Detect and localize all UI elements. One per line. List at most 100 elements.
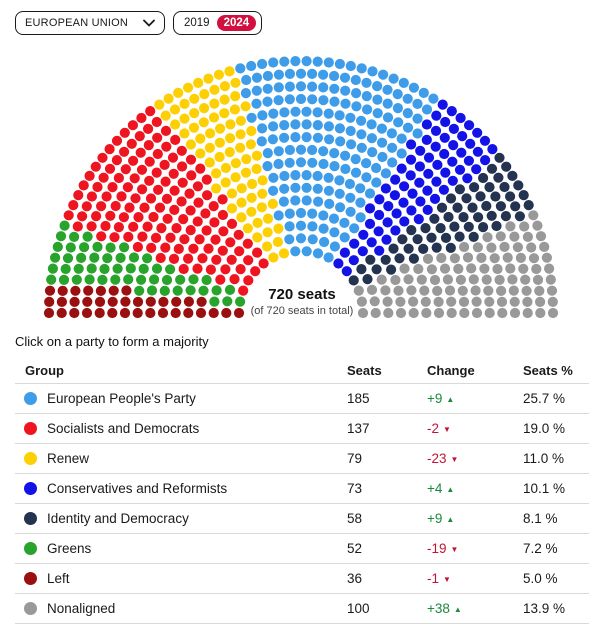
seat-dot[interactable] <box>225 237 236 248</box>
seat-dot[interactable] <box>189 108 200 119</box>
seat-dot[interactable] <box>220 264 231 275</box>
seat-dot[interactable] <box>334 110 345 121</box>
seat-dot[interactable] <box>203 73 214 84</box>
seat-dot[interactable] <box>137 184 148 195</box>
seat-dot[interactable] <box>390 274 401 286</box>
seat-dot[interactable] <box>340 150 351 161</box>
seat-dot[interactable] <box>83 285 94 296</box>
seat-dot[interactable] <box>149 274 160 285</box>
seat-dot[interactable] <box>301 56 312 67</box>
seat-dot[interactable] <box>116 191 127 202</box>
seat-dot[interactable] <box>262 70 273 82</box>
seat-dot[interactable] <box>170 119 181 130</box>
seat-dot[interactable] <box>193 197 204 208</box>
seat-dot[interactable] <box>143 140 154 151</box>
seat-dot[interactable] <box>361 91 372 102</box>
seat-dot[interactable] <box>246 125 257 137</box>
seat-dot[interactable] <box>94 296 106 307</box>
seat-dot[interactable] <box>318 82 329 93</box>
seat-dot[interactable] <box>392 89 403 100</box>
seat-dot[interactable] <box>112 263 123 274</box>
seat-dot[interactable] <box>472 127 483 138</box>
seat-dot[interactable] <box>412 128 423 139</box>
seat-dot[interactable] <box>486 210 497 221</box>
seat-dot[interactable] <box>94 307 105 319</box>
seat-dot[interactable] <box>349 238 360 249</box>
seat-dot[interactable] <box>185 154 197 165</box>
table-row[interactable]: Socialists and Democrats 137 -2 ▼ 19.0 % <box>15 414 589 444</box>
seat-dot[interactable] <box>534 285 545 296</box>
seat-dot[interactable] <box>167 152 179 163</box>
seat-dot[interactable] <box>350 167 362 178</box>
seat-dot[interactable] <box>154 202 166 213</box>
seat-dot[interactable] <box>145 106 156 117</box>
seat-dot[interactable] <box>84 170 95 181</box>
seat-dot[interactable] <box>344 178 355 190</box>
seat-dot[interactable] <box>130 193 141 204</box>
seat-dot[interactable] <box>522 307 533 319</box>
seat-dot[interactable] <box>148 211 159 223</box>
year-2024-button[interactable]: 2024 <box>216 15 257 31</box>
seat-dot[interactable] <box>126 138 137 149</box>
seat-dot[interactable] <box>295 220 307 231</box>
seat-dot[interactable] <box>502 252 513 263</box>
seat-dot[interactable] <box>169 204 180 215</box>
seat-dot[interactable] <box>393 285 404 296</box>
seat-dot[interactable] <box>412 113 423 124</box>
seat-dot[interactable] <box>122 182 133 193</box>
seat-dot[interactable] <box>176 145 187 156</box>
seat-dot[interactable] <box>358 229 369 240</box>
seat-dot[interactable] <box>356 296 367 307</box>
seat-dot[interactable] <box>426 232 437 243</box>
seat-dot[interactable] <box>273 82 284 93</box>
seat-dot[interactable] <box>364 218 376 229</box>
seat-dot[interactable] <box>452 202 463 213</box>
seat-dot[interactable] <box>481 200 492 212</box>
seat-dot[interactable] <box>235 264 246 275</box>
seat-dot[interactable] <box>421 307 432 319</box>
seat-dot[interactable] <box>426 264 437 275</box>
seat-dot[interactable] <box>159 159 170 170</box>
seat-dot[interactable] <box>219 81 230 92</box>
seat-dot[interactable] <box>178 263 189 275</box>
seat-dot[interactable] <box>273 69 284 80</box>
seat-dot[interactable] <box>318 146 329 157</box>
seat-dot[interactable] <box>366 284 378 295</box>
seat-dot[interactable] <box>440 116 451 128</box>
seat-dot[interactable] <box>324 198 335 209</box>
seat-dot[interactable] <box>171 223 182 234</box>
seat-dot[interactable] <box>323 252 334 263</box>
seat-dot[interactable] <box>273 210 284 221</box>
seat-dot[interactable] <box>389 190 400 201</box>
seat-dot[interactable] <box>97 152 108 163</box>
seat-dot[interactable] <box>73 190 84 201</box>
seat-dot[interactable] <box>348 255 359 266</box>
seat-dot[interactable] <box>388 243 399 254</box>
seat-dot[interactable] <box>175 274 186 285</box>
seat-dot[interactable] <box>273 95 284 106</box>
seat-dot[interactable] <box>378 69 389 80</box>
seat-dot[interactable] <box>257 58 268 70</box>
seat-dot[interactable] <box>446 307 457 319</box>
seat-dot[interactable] <box>413 263 424 275</box>
seat-dot[interactable] <box>219 94 230 105</box>
seat-dot[interactable] <box>387 157 398 168</box>
seat-dot[interactable] <box>172 285 183 296</box>
seat-dot[interactable] <box>290 182 301 193</box>
seat-dot[interactable] <box>146 285 158 296</box>
seat-dot[interactable] <box>372 81 383 92</box>
seat-dot[interactable] <box>339 72 351 83</box>
seat-dot[interactable] <box>150 232 162 243</box>
seat-dot[interactable] <box>68 200 79 211</box>
seat-dot[interactable] <box>243 275 254 286</box>
seat-dot[interactable] <box>312 107 323 118</box>
seat-dot[interactable] <box>86 221 97 232</box>
seat-dot[interactable] <box>403 274 414 285</box>
seat-dot[interactable] <box>151 116 162 128</box>
seat-dot[interactable] <box>156 223 167 234</box>
seat-dot[interactable] <box>480 155 491 166</box>
seat-dot[interactable] <box>168 168 179 179</box>
seat-dot[interactable] <box>479 135 491 146</box>
seat-dot[interactable] <box>395 307 407 319</box>
seat-dot[interactable] <box>179 98 190 109</box>
